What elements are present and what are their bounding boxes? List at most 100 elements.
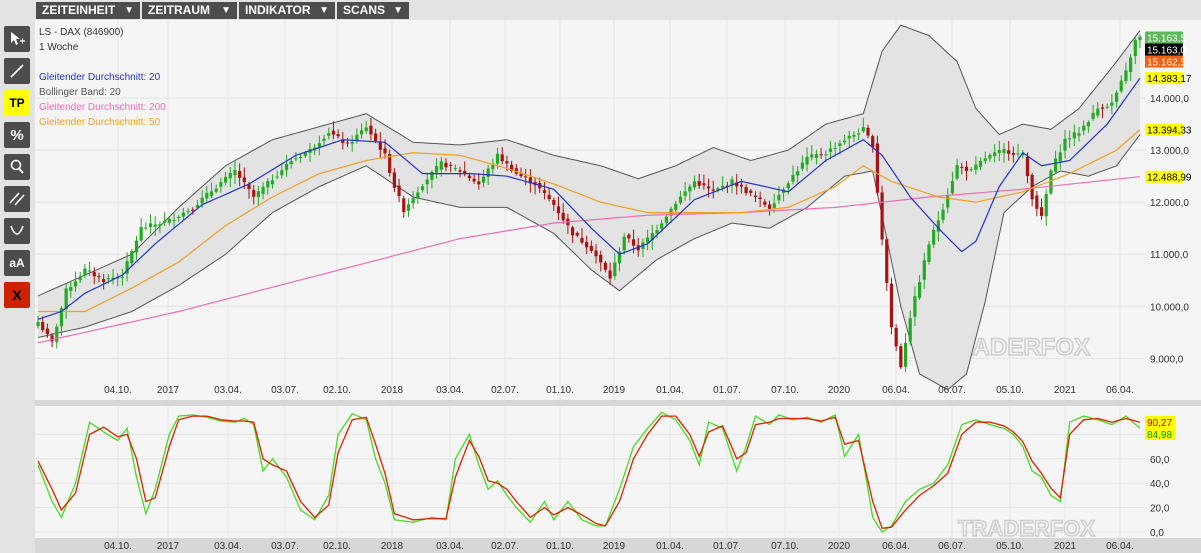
candle-body <box>706 186 711 189</box>
candle-body <box>378 141 382 150</box>
candle-body <box>908 318 912 342</box>
instrument-label: LS - DAX (846900) <box>39 27 124 38</box>
oscillator-date-label: 02.07. <box>491 541 519 552</box>
sma200-line <box>37 176 1141 344</box>
candle-body <box>214 188 218 192</box>
legend-bollinger: Bollinger Band: 20 <box>39 87 121 98</box>
candle-body <box>223 176 228 183</box>
sma50-line <box>38 129 1141 313</box>
candle-body <box>796 171 800 176</box>
price-value-badge <box>1145 31 1183 44</box>
candle-body <box>575 232 579 236</box>
candle-body <box>1002 148 1006 153</box>
oscillator-tick-label: 60,0 <box>1150 455 1170 466</box>
candle-body <box>767 204 772 209</box>
candle-body <box>388 154 392 173</box>
candle-body <box>1016 153 1020 155</box>
candle-body <box>692 181 697 188</box>
candle-body <box>134 240 139 253</box>
price-date-label: 03.07. <box>271 385 299 396</box>
candle-body <box>219 182 223 187</box>
oscillator-date-label: 2018 <box>381 541 404 552</box>
candle-body <box>73 281 78 287</box>
line-tool-button[interactable] <box>4 58 30 84</box>
scans-menu-button[interactable]: SCANS ▼ <box>337 2 409 19</box>
price-date-label: 06.07. <box>938 385 966 396</box>
text-tool-button[interactable]: aA <box>4 250 30 276</box>
parallel-lines-icon <box>9 192 25 206</box>
oscillator-date-label: 2020 <box>828 541 851 552</box>
candle-body <box>978 160 983 167</box>
candle-body <box>369 125 373 135</box>
price-date-label: 03.04. <box>436 385 464 396</box>
stochastic-lines <box>37 411 1141 533</box>
oscillator-date-label: 07.10. <box>771 541 799 552</box>
candle-body <box>355 134 359 142</box>
candle-body <box>472 178 476 182</box>
price-date-label: 07.10. <box>771 385 799 396</box>
candle-body <box>519 173 523 177</box>
candle-body <box>1063 138 1067 151</box>
channel-tool-button[interactable] <box>4 186 30 212</box>
candle-body <box>406 204 411 211</box>
candle-body <box>880 192 884 240</box>
candle-body <box>683 191 687 196</box>
price-date-label: 02.10. <box>323 385 351 396</box>
zoom-tool-button[interactable] <box>4 154 30 180</box>
candle-body <box>247 184 251 189</box>
candle-body <box>833 147 837 149</box>
candle-body <box>1110 102 1114 106</box>
candle-body <box>1007 150 1011 154</box>
candle-body <box>1011 152 1015 155</box>
tp-tool-button[interactable]: TP <box>4 90 30 116</box>
arc-tool-button[interactable] <box>4 218 30 244</box>
candle-body <box>791 174 795 182</box>
candle-body <box>950 181 955 194</box>
candle-body <box>55 326 59 343</box>
candle-body <box>1053 158 1058 172</box>
candle-body <box>913 296 917 317</box>
price-date-label: 2017 <box>157 385 180 396</box>
drawing-toolbar: TP % aA X <box>0 20 35 553</box>
candle-body <box>97 276 101 278</box>
candle-body <box>1072 132 1076 139</box>
candle-body <box>838 143 842 147</box>
oscillator-date-label: 01.10. <box>546 541 574 552</box>
candle-body <box>228 172 232 179</box>
legend-sma200: Gleitender Durchschnitt: 200 <box>39 102 166 113</box>
candle-body <box>936 220 940 232</box>
candle-body <box>449 164 453 166</box>
price-tick-label: 9.000,0 <box>1150 354 1184 365</box>
oscillator-date-label: 01.04. <box>656 541 684 552</box>
zeiteinheit-menu-button[interactable]: ZEITEINHEIT ▼ <box>36 2 140 19</box>
oscillator-date-label: 2019 <box>603 541 626 552</box>
candle-body <box>256 191 260 197</box>
price-tick-label: 14.000,0 <box>1150 94 1189 105</box>
oscillator-date-label: 04.10. <box>104 541 132 552</box>
candle-body <box>200 197 204 204</box>
cursor-tool-button[interactable] <box>4 26 30 52</box>
chevron-down-icon: ▼ <box>393 5 403 16</box>
price-value-text: 15.163,5 <box>1147 34 1186 45</box>
percent-tool-button[interactable]: % <box>4 122 30 148</box>
candle-body <box>861 127 865 132</box>
indikator-menu-button[interactable]: INDIKATOR ▼ <box>239 2 335 19</box>
oscillator-date-label: 06.04. <box>1106 541 1134 552</box>
zeitraum-menu-button[interactable]: ZEITRAUM ▼ <box>142 2 237 19</box>
candle-body <box>875 143 879 193</box>
candle-body <box>510 164 514 172</box>
candle-body <box>172 220 176 222</box>
candle-body <box>416 192 420 199</box>
candle-body <box>374 133 378 141</box>
candle-body <box>294 158 298 160</box>
delete-tool-button[interactable]: X <box>4 282 30 308</box>
candle-body <box>444 162 448 168</box>
candle-body <box>434 166 439 173</box>
candle-body <box>102 279 106 283</box>
chevron-down-icon: ▼ <box>319 5 329 16</box>
candle-body <box>505 161 509 164</box>
oscillator-date-label: 02.10. <box>323 541 351 552</box>
candle-body <box>167 218 171 223</box>
